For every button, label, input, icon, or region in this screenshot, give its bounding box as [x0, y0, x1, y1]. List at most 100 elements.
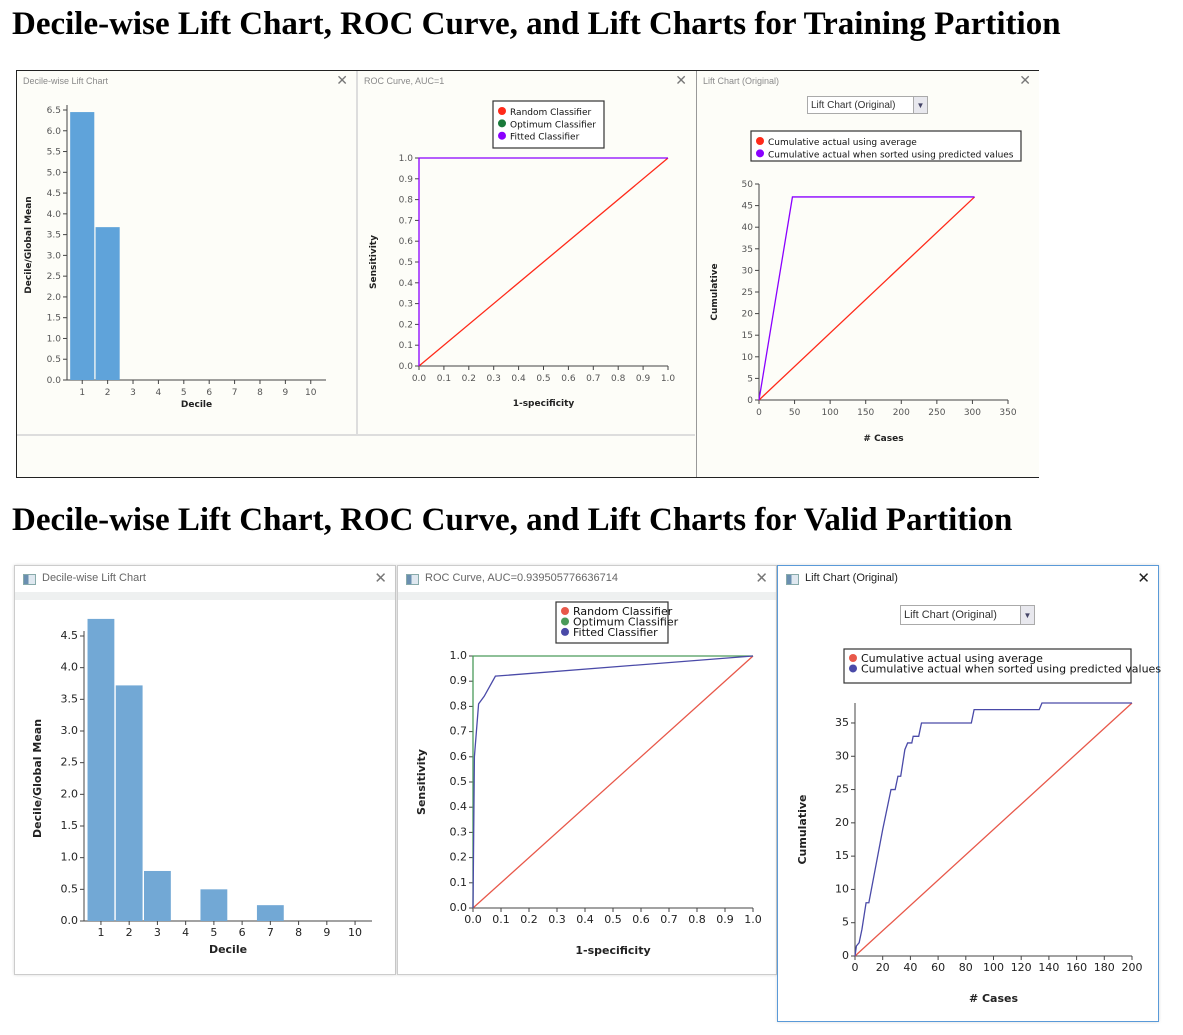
series-line-0: [418, 157, 669, 367]
roc-chart: 0.0 0.1 0.2 0.3 0.4 0.5 0.6 0.7 0.8 0.9 1.0 0.0 0.1 0…: [415, 601, 762, 957]
legend-marker: [849, 664, 857, 673]
close-icon[interactable]: ✕: [755, 570, 768, 587]
y-tick-label: 0.0: [399, 362, 414, 372]
x-tick-label: 100: [822, 408, 839, 418]
legend: Cumulative actual using averageCumulativ…: [750, 130, 1022, 162]
y-tick-label: 0.8: [450, 699, 468, 712]
series-line-0: [758, 196, 976, 401]
y-tick-label: 2.0: [47, 293, 62, 303]
x-tick-label: 6: [239, 926, 246, 939]
x-tick-label: 300: [964, 408, 981, 418]
x-tick-label: 8: [257, 388, 263, 398]
x-tick-label: 200: [893, 408, 910, 418]
legend-marker: [756, 149, 764, 158]
x-tick-label: 0.5: [604, 913, 622, 926]
x-axis-label: 1-specificity: [575, 944, 650, 957]
chevron-down-icon: ▼: [1020, 606, 1034, 624]
y-axis-label: Cumulative: [796, 794, 809, 864]
legend-label: Random Classifier: [573, 605, 673, 618]
y-tick-label: 25: [742, 288, 753, 298]
window-title: ROC Curve, AUC=0.939505776636714: [425, 572, 618, 584]
x-tick-label: 350: [999, 408, 1016, 418]
x-tick-label: 0.5: [536, 374, 550, 384]
close-icon[interactable]: ✕: [675, 72, 687, 88]
training-lift-panel: Lift Chart (Original) ✕ Lift Chart (Orig…: [696, 71, 1039, 477]
legend: Random Classifier Optimum Classifier Fitte…: [492, 100, 605, 149]
y-tick-label: 3.5: [61, 692, 79, 705]
legend-marker: [498, 131, 506, 140]
series-line-0: [472, 655, 754, 909]
close-icon[interactable]: ✕: [336, 72, 348, 88]
x-tick-label: 0.0: [412, 374, 427, 384]
x-tick-label: 20: [876, 961, 890, 974]
legend-label: Fitted Classifier: [573, 626, 658, 639]
series-line-1: [758, 196, 975, 401]
window-icon: [23, 574, 36, 585]
x-axis-label: Decile: [181, 400, 212, 410]
x-tick-label: 140: [1038, 961, 1059, 974]
training-heading: Decile-wise Lift Chart, ROC Curve, and L…: [12, 6, 1061, 42]
training-decile-panel: Decile-wise Lift Chart ✕ 0.0 0.5 1.0 1.5 2.0…: [17, 71, 358, 436]
y-tick-label: 15: [742, 331, 753, 341]
y-tick-label: 3.0: [61, 724, 79, 737]
x-tick-label: 4: [156, 388, 162, 398]
x-tick-label: 80: [959, 961, 973, 974]
x-axis-label: # Cases: [969, 992, 1019, 1005]
window-icon: [786, 574, 799, 585]
x-tick-label: 0.9: [636, 374, 651, 384]
x-tick-label: 250: [928, 408, 945, 418]
y-tick-label: 25: [835, 783, 849, 796]
chart-type-dropdown[interactable]: Lift Chart (Original) ▼: [900, 605, 1035, 625]
chart-type-dropdown[interactable]: Lift Chart (Original) ▼: [807, 96, 928, 114]
x-tick-label: 0.9: [716, 913, 734, 926]
close-icon[interactable]: ✕: [1137, 570, 1150, 587]
y-tick-label: 35: [835, 716, 849, 729]
legend: Cumulative actual using averageCumulativ…: [843, 648, 1161, 684]
series-line-0: [854, 702, 1133, 957]
y-tick-label: 40: [742, 223, 754, 233]
y-axis-label: Decile/Global Mean: [31, 719, 44, 838]
close-icon[interactable]: ✕: [1019, 72, 1031, 88]
y-tick-label: 0.1: [399, 341, 413, 351]
y-tick-label: 5.0: [47, 168, 62, 178]
y-tick-label: 4.5: [61, 629, 79, 642]
x-tick-label: 160: [1066, 961, 1087, 974]
panel-title: ROC Curve, AUC=1: [364, 76, 445, 86]
bar: [200, 889, 228, 921]
x-tick-label: 0.3: [548, 913, 566, 926]
y-tick-label: 6.5: [47, 106, 61, 116]
y-tick-label: 0.0: [61, 914, 79, 927]
y-tick-label: 5.5: [47, 148, 61, 158]
x-tick-label: 50: [789, 408, 801, 418]
x-tick-label: 10: [348, 926, 362, 939]
y-tick-label: 1.5: [47, 314, 61, 324]
bar: [144, 870, 171, 921]
training-charts-container: Decile-wise Lift Chart ✕ 0.0 0.5 1.0 1.5 2.0…: [16, 70, 1039, 478]
y-tick-label: 2.5: [47, 272, 61, 282]
decile-chart: 0.0 0.5 1.0 1.5 2.0 2.5 3.0 3.5 4.0 4.5 1 2 3 4 5 6 7 8 9 1…: [31, 618, 372, 956]
x-tick-label: 1.0: [744, 913, 762, 926]
y-axis-label: Decile/Global Mean: [24, 196, 34, 293]
x-tick-label: 1.0: [661, 374, 676, 384]
x-tick-label: 4: [182, 926, 189, 939]
close-icon[interactable]: ✕: [374, 570, 387, 587]
x-tick-label: 10: [305, 388, 317, 398]
y-tick-label: 3.5: [47, 231, 61, 241]
legend-label: Cumulative actual using average: [861, 652, 1043, 665]
y-tick-label: 0.9: [399, 175, 414, 185]
legend-label: Cumulative actual using average: [768, 138, 917, 148]
y-tick-label: 4.0: [61, 661, 79, 674]
x-tick-label: 5: [210, 926, 217, 939]
y-tick-label: 2.5: [61, 756, 79, 769]
y-tick-label: 5: [842, 916, 849, 929]
x-tick-label: 0.2: [462, 374, 476, 384]
y-tick-label: 0.8: [399, 196, 414, 206]
y-tick-label: 30: [835, 749, 849, 762]
legend-label: Cumulative actual when sorted using pred…: [861, 662, 1161, 675]
y-tick-label: 0: [842, 949, 849, 962]
y-tick-label: 2.0: [61, 787, 79, 800]
series-line-2: [418, 157, 668, 366]
x-tick-label: 2: [126, 926, 133, 939]
bar: [115, 685, 143, 921]
y-tick-label: 1.0: [399, 154, 414, 164]
